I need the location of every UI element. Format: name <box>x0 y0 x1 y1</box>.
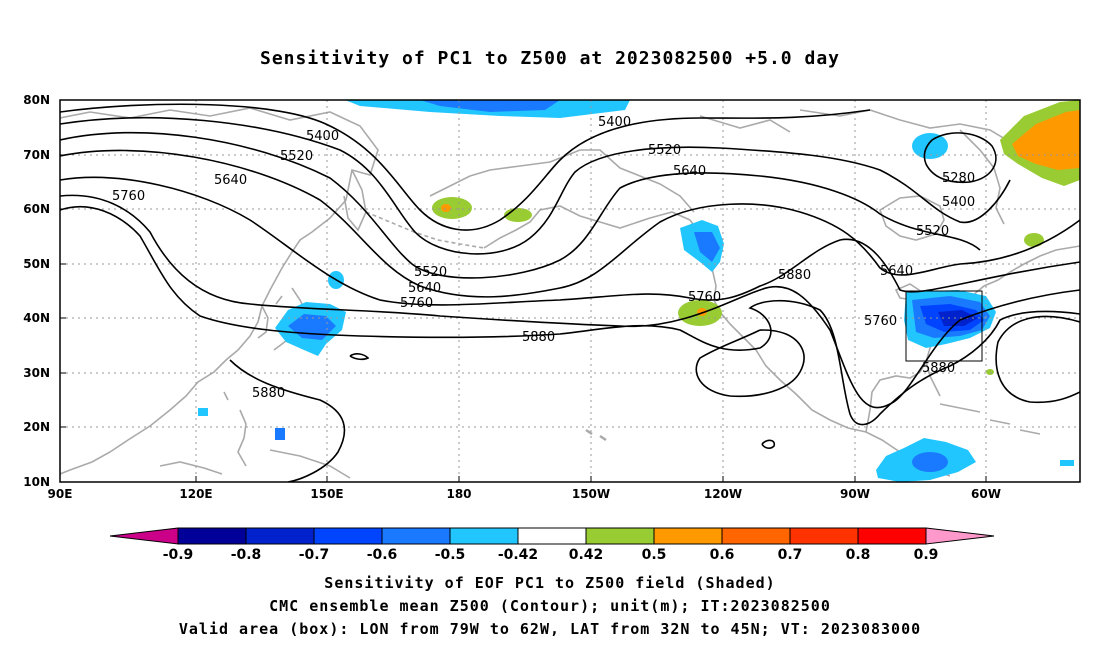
colorbar-label: 0.42 <box>569 547 604 563</box>
contour-label: 5520 <box>280 149 313 164</box>
caption-line-1: Sensitivity of EOF PC1 to Z500 field (Sh… <box>324 574 776 592</box>
lon-label: 150W <box>572 487 610 501</box>
lat-label: 20N <box>23 420 50 434</box>
contour-label: 5640 <box>408 281 441 296</box>
contour-line <box>695 329 805 398</box>
contour-line <box>60 116 1011 255</box>
labrador-negative-region <box>912 133 948 159</box>
contour-label: 5640 <box>214 173 247 188</box>
colorbar-swatch <box>653 527 723 545</box>
lat-label: 60N <box>23 202 50 216</box>
contour-label: 5400 <box>598 115 631 130</box>
colorbar-label: -0.8 <box>231 547 262 563</box>
contour-line <box>60 131 981 279</box>
sensitivity-shading <box>198 100 1080 482</box>
contour-label: 5400 <box>306 129 339 144</box>
colorbar-label: 0.7 <box>778 547 803 563</box>
contour-label: 5400 <box>942 195 975 210</box>
lon-label: 90W <box>840 487 870 501</box>
lon-label: 120W <box>704 487 742 501</box>
colorbar-label: 0.6 <box>710 547 735 563</box>
colorbar-swatch <box>381 527 451 545</box>
contour-label: 5520 <box>648 143 681 158</box>
contour-line <box>60 103 871 231</box>
caption-line-2: CMC ensemble mean Z500 (Contour); unit(m… <box>269 597 831 615</box>
contour-label: 5880 <box>922 361 955 376</box>
colorbar-swatch <box>857 527 927 545</box>
contour-line <box>60 149 1080 298</box>
valid-area-box <box>905 290 983 362</box>
lon-label: 150E <box>310 487 343 501</box>
colorbar-swatch <box>789 527 859 545</box>
colorbar-swatch <box>245 527 315 545</box>
contour-label: 5880 <box>252 386 285 401</box>
axis-ticks <box>59 99 987 483</box>
colorbar-label: 0.8 <box>846 547 871 563</box>
lat-label: 10N <box>23 475 50 489</box>
coastlines <box>60 107 1080 479</box>
contour-label: 5880 <box>522 330 555 345</box>
colorbar-high-extend <box>925 527 995 545</box>
lat-label: 70N <box>23 148 50 162</box>
contour-label: 5760 <box>688 290 721 305</box>
contour-line <box>60 176 1080 306</box>
contour-label: 5760 <box>864 314 897 329</box>
lon-label: 120E <box>179 487 212 501</box>
colorbar-low-extend <box>109 527 179 545</box>
colorbar-swatch <box>449 527 519 545</box>
contour-line <box>60 205 1080 426</box>
caption-line-3: Valid area (box): LON from 79W to 62W, L… <box>178 620 922 638</box>
colorbar-swatch <box>585 527 655 545</box>
contour-line <box>761 439 776 449</box>
contour-label: 5280 <box>942 171 975 186</box>
contour-label: 5640 <box>880 264 913 279</box>
colorbar-label: 0.9 <box>914 547 939 563</box>
contour-label: 5520 <box>414 265 447 280</box>
contour-label: 5520 <box>916 224 949 239</box>
contour-line <box>923 132 997 184</box>
lon-label: 60W <box>971 487 1001 501</box>
plot-title: Sensitivity of PC1 to Z500 at 2023082500… <box>259 48 840 69</box>
colorbar-label: -0.5 <box>435 547 466 563</box>
map-frame <box>59 99 1081 483</box>
colorbar-swatch <box>177 527 247 545</box>
colorbar-label: 0.5 <box>642 547 667 563</box>
lon-label: 180 <box>446 487 471 501</box>
colorbar-label: -0.42 <box>498 547 538 563</box>
colorbar-label: -0.9 <box>163 547 194 563</box>
contour-line <box>349 353 370 361</box>
contour-labels: 5400 5520 5640 5760 5400 5520 5640 5520 … <box>112 115 975 401</box>
contour-label: 5760 <box>400 296 433 311</box>
dateline-positive-region <box>432 197 472 219</box>
lat-label: 40N <box>23 311 50 325</box>
lon-label: 90E <box>48 487 73 501</box>
colorbar-label: -0.7 <box>299 547 330 563</box>
colorbar: -0.9 -0.8 -0.7 -0.6 -0.5 -0.42 0.42 0.5 0.6 0.7 0.… <box>109 527 995 563</box>
contour-line <box>60 194 1080 409</box>
lat-label: 50N <box>23 257 50 271</box>
lat-label: 80N <box>23 93 50 107</box>
colorbar-swatch <box>313 527 383 545</box>
contour-line <box>229 359 346 482</box>
z500-contours <box>60 103 1080 482</box>
contour-label: 5640 <box>673 164 706 179</box>
contour-label: 5880 <box>778 268 811 283</box>
longitude-labels: 90E 120E 150E 180 150W 120W 90W 60W <box>48 487 1001 501</box>
colorbar-swatch <box>721 527 791 545</box>
contour-label: 5760 <box>112 189 145 204</box>
colorbar-label: -0.6 <box>367 547 398 563</box>
colorbar-swatch <box>517 527 587 545</box>
contour-line <box>995 315 1080 404</box>
lat-label: 30N <box>23 366 50 380</box>
latitude-labels: 80N 70N 60N 50N 40N 30N 20N 10N <box>23 93 50 489</box>
